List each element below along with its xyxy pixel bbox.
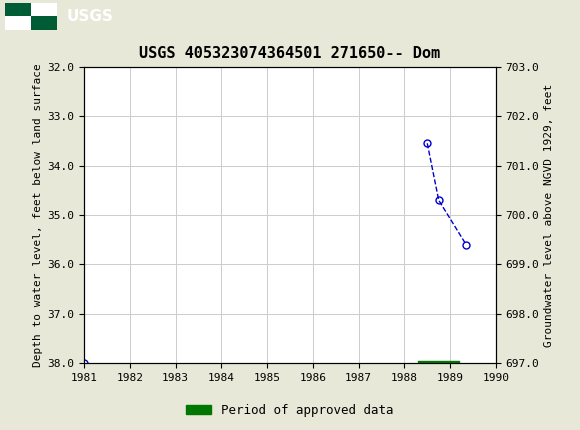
Text: USGS: USGS <box>67 9 114 24</box>
FancyBboxPatch shape <box>31 16 57 30</box>
Y-axis label: Depth to water level, feet below land surface: Depth to water level, feet below land su… <box>33 63 44 367</box>
Legend: Period of approved data: Period of approved data <box>181 399 399 421</box>
Y-axis label: Groundwater level above NGVD 1929, feet: Groundwater level above NGVD 1929, feet <box>543 83 553 347</box>
FancyBboxPatch shape <box>5 3 31 16</box>
Title: USGS 405323074364501 271650-- Dom: USGS 405323074364501 271650-- Dom <box>139 46 441 61</box>
FancyBboxPatch shape <box>5 3 57 30</box>
